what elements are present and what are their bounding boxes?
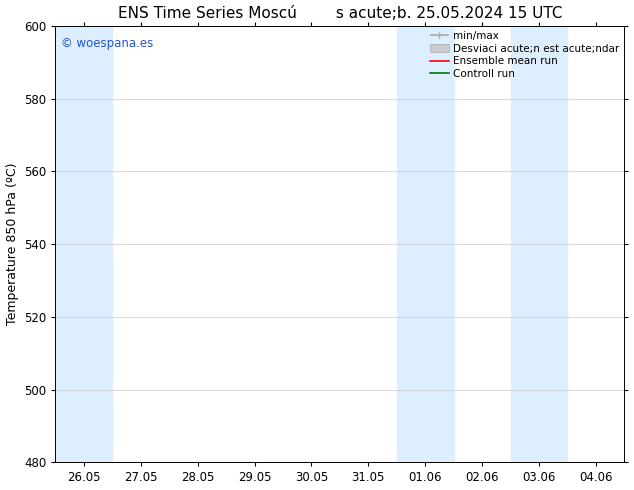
Bar [510, 26, 567, 463]
Title: ENS Time Series Moscú        s acute;b. 25.05.2024 15 UTC: ENS Time Series Moscú s acute;b. 25.05.2… [117, 5, 562, 21]
Legend: min/max, Desviaci acute;n est acute;ndar, Ensemble mean run, Controll run: min/max, Desviaci acute;n est acute;ndar… [428, 29, 621, 81]
Bar [397, 26, 453, 463]
Bar [55, 26, 112, 463]
Y-axis label: Temperature 850 hPa (ºC): Temperature 850 hPa (ºC) [6, 163, 18, 325]
Text: © woespana.es: © woespana.es [61, 37, 153, 50]
